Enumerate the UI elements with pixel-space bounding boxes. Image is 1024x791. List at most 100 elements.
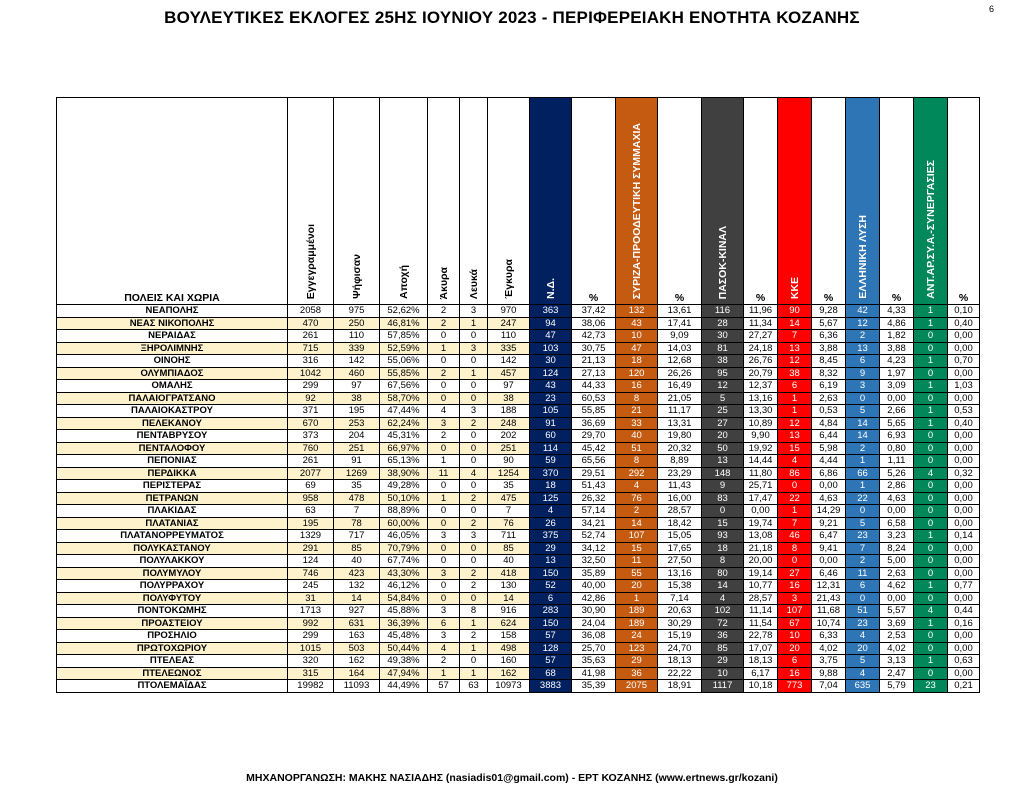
cell-blank: 3: [459, 529, 488, 543]
cell-nd-votes: 91: [529, 416, 572, 430]
cell-invalid: 4: [427, 404, 460, 418]
cell-turnout: 65,13%: [379, 454, 428, 468]
cell-registered: 31: [287, 591, 334, 605]
header-valid: Έγκυρα: [487, 97, 530, 305]
cell-syriza-pct: 11,43: [657, 479, 702, 493]
cell-pasok-votes: 8: [701, 554, 744, 568]
cell-antarsya-pct: 0,40: [947, 316, 980, 330]
cell-pasok-votes: 50: [701, 441, 744, 455]
cell-name: ΠΛΑΤΑΝΙΑΣ: [56, 516, 288, 530]
cell-elliniki-pct: 2,47: [879, 666, 914, 680]
cell-valid: 97: [487, 379, 530, 393]
table-row: ΠΤΕΛΕΑΣ 320 162 49,38% 2 0 160 57 35,63 29 18,13 29…: [56, 654, 980, 668]
cell-voted: 162: [333, 654, 380, 668]
cell-registered: 316: [287, 354, 334, 368]
cell-name: ΠΑΛΑΙΟΚΑΣΤΡΟΥ: [56, 404, 288, 418]
cell-valid: 916: [487, 604, 530, 618]
cell-nd-pct: 35,39: [571, 679, 616, 693]
cell-nd-votes: 114: [529, 441, 572, 455]
cell-voted: 478: [333, 491, 380, 505]
cell-valid: 248: [487, 416, 530, 430]
cell-blank: 2: [459, 491, 488, 505]
cell-nd-votes: 18: [529, 479, 572, 493]
cell-syriza-votes: 16: [615, 379, 658, 393]
cell-turnout: 49,38%: [379, 654, 428, 668]
cell-pasok-votes: 81: [701, 341, 744, 355]
cell-antarsya-pct: 0,32: [947, 466, 980, 480]
cell-turnout: 67,74%: [379, 554, 428, 568]
cell-pasok-votes: 12: [701, 379, 744, 393]
cell-pasok-votes: 10: [701, 666, 744, 680]
cell-turnout: 58,70%: [379, 391, 428, 405]
cell-kke-pct: 12,31: [811, 579, 846, 593]
cell-elliniki-votes: 42: [845, 304, 880, 318]
cell-invalid: 3: [427, 629, 460, 643]
cell-kke-pct: 6,33: [811, 629, 846, 643]
cell-nd-votes: 57: [529, 654, 572, 668]
cell-kke-pct: 6,86: [811, 466, 846, 480]
cell-antarsya-votes: 0: [913, 366, 948, 380]
cell-valid: 335: [487, 341, 530, 355]
cell-antarsya-pct: 0,16: [947, 616, 980, 630]
cell-antarsya-pct: 0,00: [947, 516, 980, 530]
cell-pasok-pct: 13,08: [743, 529, 778, 543]
cell-antarsya-pct: 0,00: [947, 329, 980, 343]
cell-kke-pct: 21,43: [811, 591, 846, 605]
cell-voted: 11093: [333, 679, 380, 693]
cell-nd-pct: 30,75: [571, 341, 616, 355]
cell-antarsya-votes: 4: [913, 466, 948, 480]
cell-turnout: 49,28%: [379, 479, 428, 493]
cell-pasok-pct: 11,80: [743, 466, 778, 480]
cell-turnout: 52,59%: [379, 341, 428, 355]
cell-syriza-votes: 8: [615, 454, 658, 468]
table-row: ΠΟΛΥΡΡΑΧΟΥ 245 132 46,12% 0 2 130 52 40,00 20 15,3…: [56, 579, 980, 593]
cell-valid: 624: [487, 616, 530, 630]
cell-kke-votes: 67: [777, 616, 812, 630]
cell-kke-pct: 0,00: [811, 554, 846, 568]
cell-syriza-pct: 23,29: [657, 466, 702, 480]
header-kke: ΚΚΕ: [777, 97, 812, 305]
cell-pasok-votes: 15: [701, 516, 744, 530]
cell-blank: 0: [459, 591, 488, 605]
cell-nd-pct: 57,14: [571, 504, 616, 518]
cell-pasok-votes: 0: [701, 504, 744, 518]
cell-elliniki-votes: 14: [845, 416, 880, 430]
cell-elliniki-votes: 2: [845, 554, 880, 568]
cell-pasok-votes: 18: [701, 541, 744, 555]
cell-voted: 97: [333, 379, 380, 393]
cell-pasok-votes: 5: [701, 391, 744, 405]
cell-pasok-pct: 9,90: [743, 429, 778, 443]
cell-nd-pct: 65,56: [571, 454, 616, 468]
cell-elliniki-votes: 4: [845, 666, 880, 680]
cell-antarsya-votes: 23: [913, 679, 948, 693]
cell-elliniki-votes: 5: [845, 404, 880, 418]
header-turnout: Αποχή: [379, 97, 428, 305]
cell-pasok-votes: 20: [701, 429, 744, 443]
cell-pasok-pct: 13,30: [743, 404, 778, 418]
cell-elliniki-pct: 6,58: [879, 516, 914, 530]
cell-antarsya-pct: 0,40: [947, 416, 980, 430]
cell-syriza-votes: 55: [615, 566, 658, 580]
cell-antarsya-votes: 1: [913, 579, 948, 593]
cell-voted: 164: [333, 666, 380, 680]
cell-valid: 90: [487, 454, 530, 468]
cell-elliniki-pct: 4,62: [879, 579, 914, 593]
cell-registered: 195: [287, 516, 334, 530]
cell-invalid: 0: [427, 441, 460, 455]
cell-syriza-pct: 24,70: [657, 641, 702, 655]
cell-valid: 76: [487, 516, 530, 530]
cell-kke-votes: 773: [777, 679, 812, 693]
cell-valid: 10973: [487, 679, 530, 693]
cell-syriza-votes: 2: [615, 504, 658, 518]
cell-valid: 418: [487, 566, 530, 580]
cell-nd-votes: 60: [529, 429, 572, 443]
cell-elliniki-votes: 14: [845, 429, 880, 443]
cell-registered: 124: [287, 554, 334, 568]
cell-kke-votes: 7: [777, 516, 812, 530]
cell-turnout: 38,90%: [379, 466, 428, 480]
header-pasok: ΠΑΣΟΚ-ΚΙΝΑΛ: [701, 97, 744, 305]
cell-antarsya-votes: 0: [913, 566, 948, 580]
cell-pasok-pct: 28,57: [743, 591, 778, 605]
cell-elliniki-votes: 23: [845, 529, 880, 543]
table-row: ΠΟΝΤΟΚΩΜΗΣ 1713 927 45,88% 3 8 916 283 30,90 189 2…: [56, 604, 980, 618]
